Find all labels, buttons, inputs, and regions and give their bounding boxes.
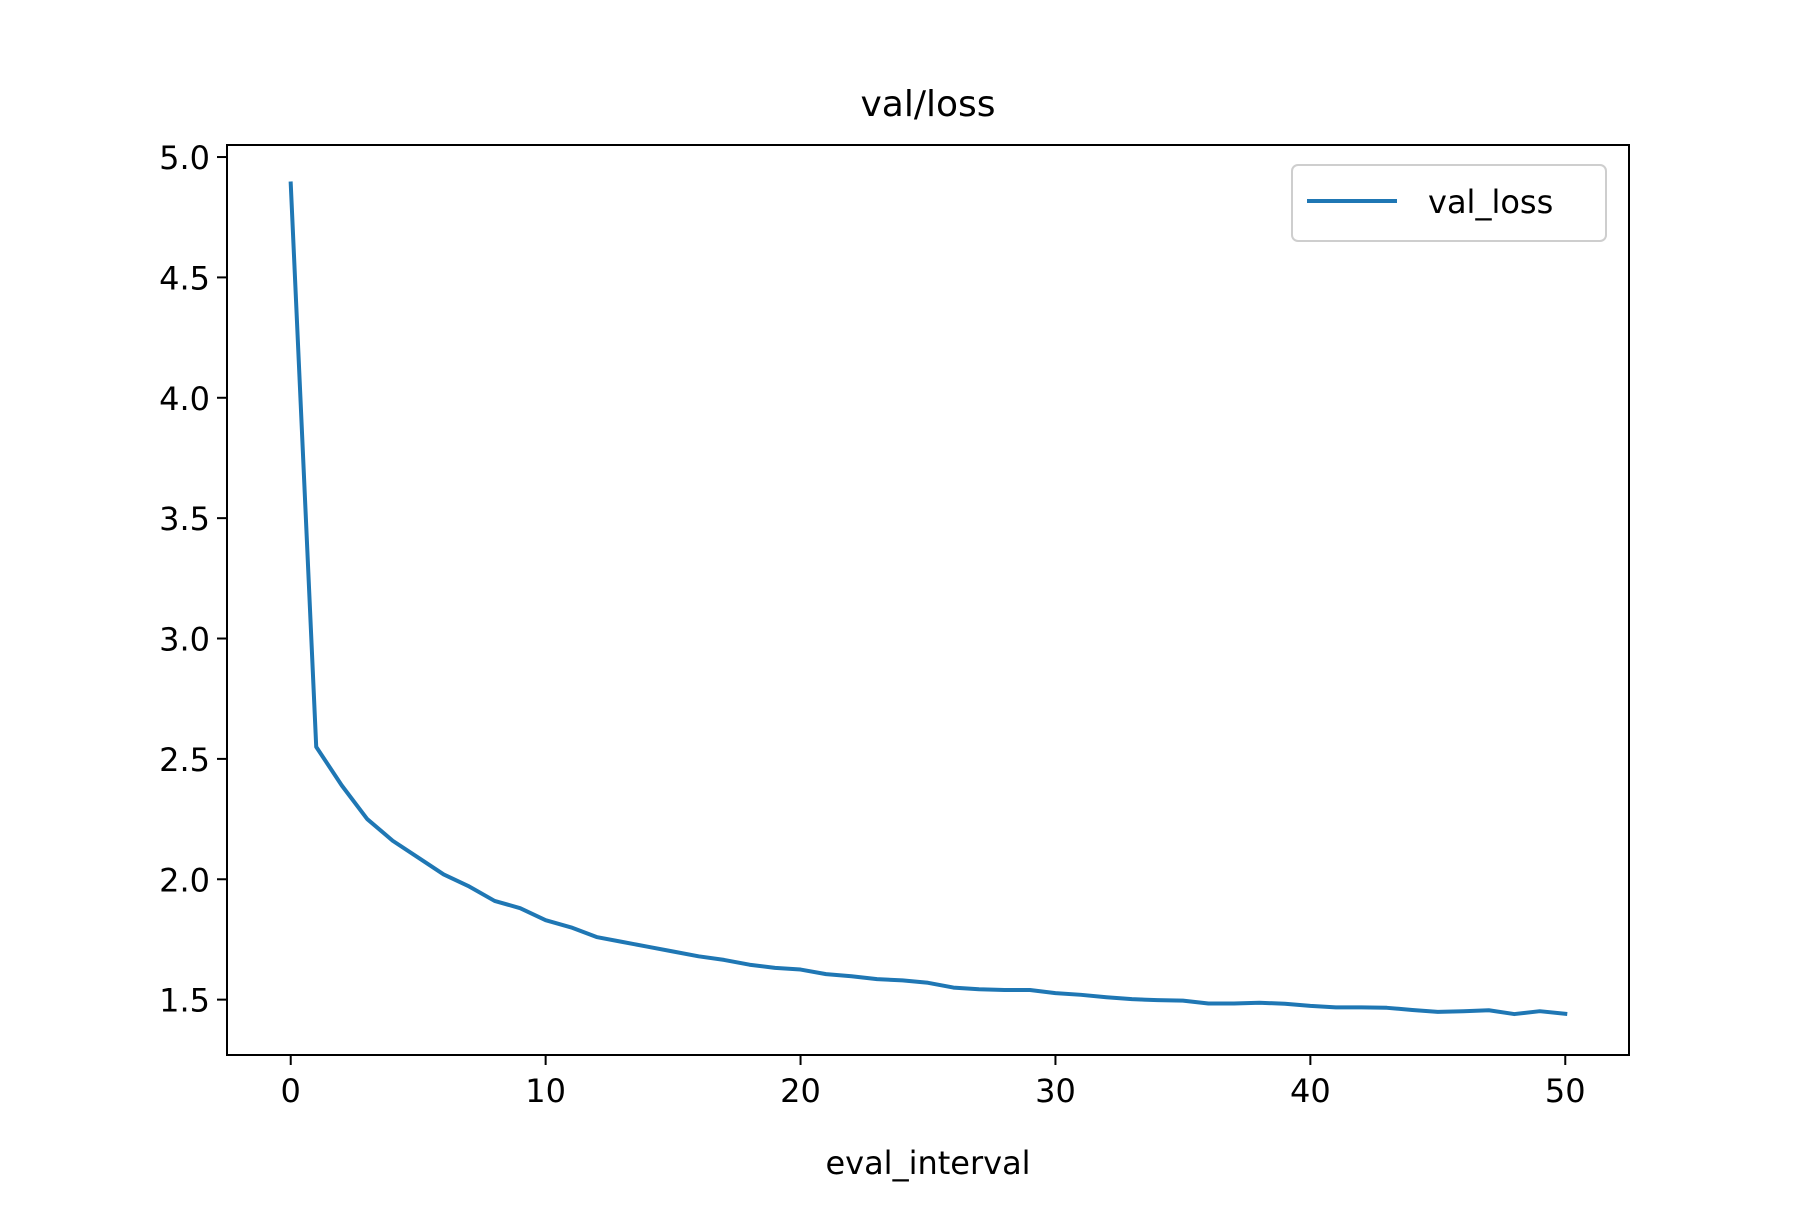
x-tick-label: 10 bbox=[525, 1072, 566, 1110]
y-tick-label: 4.0 bbox=[159, 380, 210, 418]
y-tick-label: 3.0 bbox=[159, 621, 210, 659]
y-tick-label: 1.5 bbox=[159, 982, 210, 1020]
legend-label-val-loss: val_loss bbox=[1428, 183, 1553, 221]
legend: val_loss bbox=[1291, 164, 1607, 242]
y-tick-label: 2.0 bbox=[159, 861, 210, 899]
x-tick-label: 0 bbox=[281, 1072, 301, 1110]
x-tick-label: 40 bbox=[1290, 1072, 1331, 1110]
series-layer bbox=[288, 181, 1568, 1017]
legend-box bbox=[1291, 164, 1607, 242]
y-tick-label: 2.5 bbox=[159, 741, 210, 779]
x-tick-label: 50 bbox=[1545, 1072, 1586, 1110]
x-axis-label: eval_interval bbox=[825, 1144, 1030, 1182]
chart-title: val/loss bbox=[860, 84, 995, 125]
y-tick-label: 4.5 bbox=[159, 259, 210, 297]
series-line-val-loss bbox=[288, 181, 1568, 1017]
ticks-layer: 0 10 20 30 40 50 1.5 2.0 2.5 3.0 3.5 4.0 4.5 5.0 bbox=[159, 139, 1586, 1110]
x-tick-label: 30 bbox=[1035, 1072, 1076, 1110]
plot-area-frame bbox=[226, 144, 1630, 1056]
y-tick-label: 5.0 bbox=[159, 139, 210, 177]
y-tick-label: 3.5 bbox=[159, 500, 210, 538]
x-tick-label: 20 bbox=[780, 1072, 821, 1110]
